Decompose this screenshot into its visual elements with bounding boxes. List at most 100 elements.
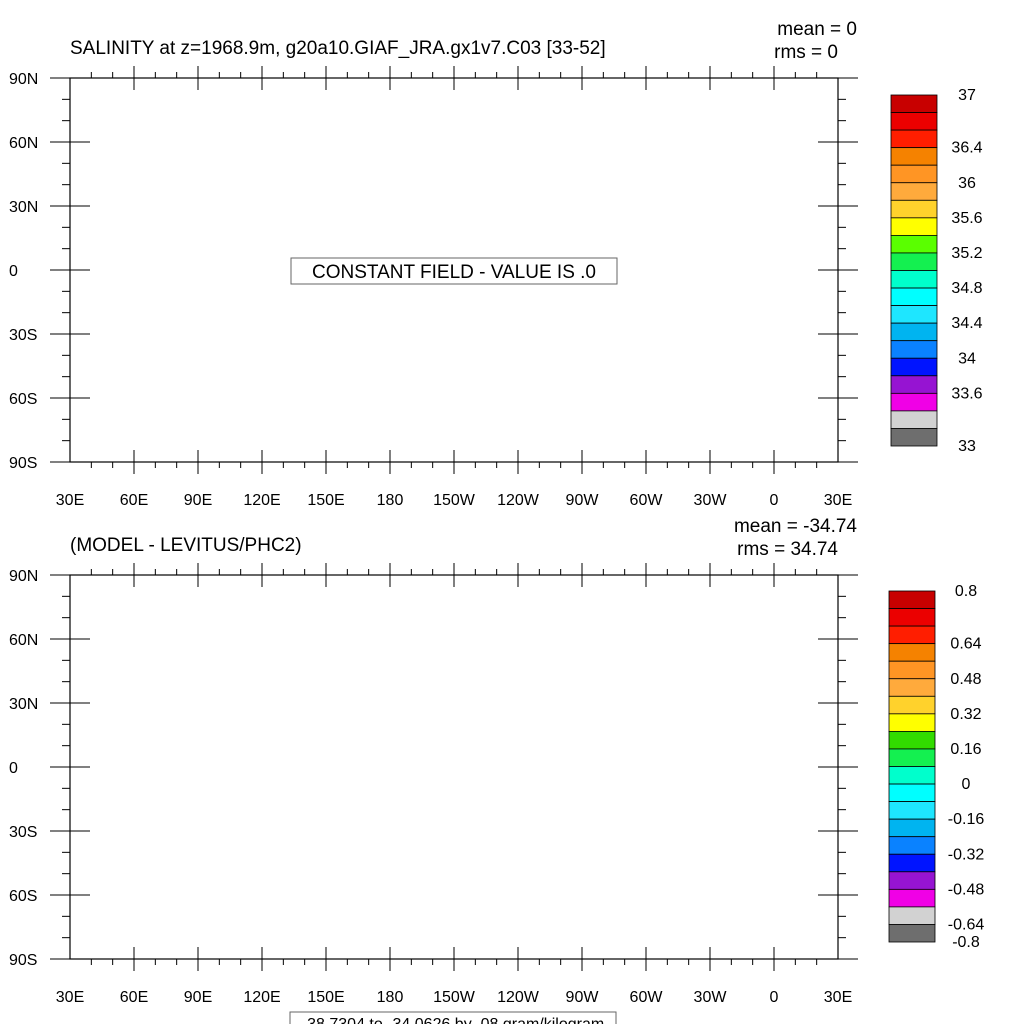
x-tick-label: 120E bbox=[243, 989, 280, 1006]
x-tick-label: 150W bbox=[433, 492, 476, 509]
x-tick-label: 120W bbox=[497, 989, 540, 1006]
colorbar-swatch bbox=[890, 322, 938, 342]
colorbar-swatch bbox=[890, 217, 938, 236]
colorbar-swatch bbox=[890, 357, 938, 377]
colorbar-swatch bbox=[888, 924, 936, 943]
colorbar-swatch bbox=[890, 199, 938, 219]
colorbar-swatch bbox=[890, 305, 938, 324]
colorbar-swatch bbox=[890, 112, 938, 131]
x-tick-label: 60W bbox=[630, 492, 664, 509]
colorbar-swatch bbox=[890, 234, 938, 254]
colorbar-swatch bbox=[890, 252, 938, 271]
y-tick-label: 0 bbox=[9, 263, 18, 280]
colorbar-label: -0.64 bbox=[948, 916, 985, 933]
map-panel-1: SALINITY at z=1968.9m, g20a10.GIAF_JRA.g… bbox=[9, 19, 983, 509]
colorbar-swatch bbox=[888, 801, 936, 820]
mean-label: mean = -34.74 bbox=[734, 516, 857, 537]
colorbar: 0.8 0.64 0.48 0.32 0.16 0 -0.16 -0.32 -0.48 -0.64… bbox=[888, 583, 985, 951]
x-tick-label: 0 bbox=[770, 492, 779, 509]
colorbar-label: 37 bbox=[958, 87, 976, 104]
colorbar-label: -0.16 bbox=[948, 811, 985, 828]
colorbar-label: 0.48 bbox=[950, 671, 981, 688]
x-tick-label: 120W bbox=[497, 492, 540, 509]
contour-info-text: -38.7304 to -34.0626 by .08 gram/kilogra… bbox=[302, 1016, 604, 1024]
annotation-box bbox=[290, 257, 618, 285]
y-tick-label: 60N bbox=[9, 135, 38, 152]
y-tick-label: 90S bbox=[9, 952, 37, 969]
colorbar-label: 35.2 bbox=[951, 245, 982, 262]
colorbar-label: 34.8 bbox=[951, 280, 982, 297]
colorbar-label: 0.32 bbox=[950, 706, 981, 723]
colorbar-swatch bbox=[890, 392, 938, 412]
colorbar-swatch bbox=[888, 871, 936, 890]
colorbar-swatch bbox=[890, 340, 938, 359]
colorbar-label: 36 bbox=[958, 175, 976, 192]
colorbar-label: 34.4 bbox=[951, 315, 982, 332]
x-tick-label: 150W bbox=[433, 989, 476, 1006]
colorbar-label: 0.8 bbox=[955, 583, 977, 600]
colorbar-swatch bbox=[888, 643, 936, 662]
x-tick-label: 30W bbox=[694, 492, 728, 509]
colorbar-label: -0.48 bbox=[948, 881, 985, 898]
colorbar-swatch bbox=[890, 129, 938, 149]
x-tick-label: 180 bbox=[377, 492, 404, 509]
y-tick-label: 30N bbox=[9, 696, 38, 713]
colorbar-swatch bbox=[888, 853, 936, 873]
colorbar-swatch bbox=[888, 590, 936, 609]
colorbar-swatch bbox=[890, 410, 938, 429]
contour-info: -38.7304 to -34.0626 by .08 gram/kilogra… bbox=[289, 1011, 617, 1024]
colorbar-swatch bbox=[890, 164, 938, 184]
colorbar-label: 0.16 bbox=[950, 741, 981, 758]
colorbar-swatch bbox=[888, 608, 936, 627]
colorbar-swatch bbox=[888, 695, 936, 715]
colorbar-swatch bbox=[888, 783, 936, 802]
rms-label: rms = 34.74 bbox=[737, 539, 838, 560]
x-tick-label: 60E bbox=[120, 492, 148, 509]
y-tick-label: 30S bbox=[9, 824, 37, 841]
annotation-text: CONSTANT FIELD - VALUE IS .0 bbox=[312, 262, 596, 283]
colorbar-swatch bbox=[888, 906, 936, 925]
colorbar-label: 0 bbox=[962, 776, 971, 793]
x-tick-label: 60E bbox=[120, 989, 148, 1006]
colorbar-label: 0.64 bbox=[950, 636, 981, 653]
colorbar-label: 33 bbox=[958, 438, 976, 455]
contour-info-box bbox=[289, 1011, 617, 1024]
colorbar-label: -0.8 bbox=[952, 934, 980, 951]
x-tick-label: 90E bbox=[184, 989, 212, 1006]
colorbar-swatch bbox=[890, 428, 938, 447]
plot-title: SALINITY at z=1968.9m, g20a10.GIAF_JRA.g… bbox=[70, 38, 606, 59]
colorbar-label: 36.4 bbox=[951, 140, 982, 157]
colorbar-swatch bbox=[888, 748, 936, 767]
x-tick-label: 180 bbox=[377, 989, 404, 1006]
colorbar-swatch bbox=[890, 375, 938, 394]
y-tick-label: 30S bbox=[9, 327, 37, 344]
y-tick-label: 60S bbox=[9, 888, 37, 905]
x-tick-label: 30W bbox=[694, 989, 728, 1006]
colorbar-label: 34 bbox=[958, 350, 976, 367]
plot-title: (MODEL - LEVITUS/PHC2) bbox=[70, 535, 302, 556]
colorbar-swatch bbox=[888, 678, 936, 697]
colorbar-swatch bbox=[888, 713, 936, 732]
x-tick-label: 150E bbox=[307, 989, 344, 1006]
colorbar-swatch bbox=[890, 94, 938, 113]
plot-frame bbox=[69, 574, 839, 960]
x-tick-label: 0 bbox=[770, 989, 779, 1006]
x-tick-label: 90W bbox=[566, 492, 600, 509]
x-tick-label: 120E bbox=[243, 492, 280, 509]
colorbar-swatch bbox=[888, 660, 936, 680]
y-tick-label: 60S bbox=[9, 391, 37, 408]
colorbar: 37 36.4 36 35.6 35.2 34.8 34.4 34 33.6 33 bbox=[890, 87, 983, 455]
x-tick-label: 60W bbox=[630, 989, 664, 1006]
y-tick-label: 30N bbox=[9, 199, 38, 216]
y-tick-label: 90N bbox=[9, 71, 38, 88]
x-tick-label: 30E bbox=[56, 989, 84, 1006]
y-tick-label: 0 bbox=[9, 760, 18, 777]
constant-field-annotation: CONSTANT FIELD - VALUE IS .0 bbox=[290, 257, 618, 285]
x-tick-label: 150E bbox=[307, 492, 344, 509]
colorbar-swatch bbox=[888, 766, 936, 785]
mean-label: mean = 0 bbox=[777, 19, 857, 40]
x-tick-label: 30E bbox=[824, 492, 852, 509]
colorbar-label: 33.6 bbox=[951, 385, 982, 402]
